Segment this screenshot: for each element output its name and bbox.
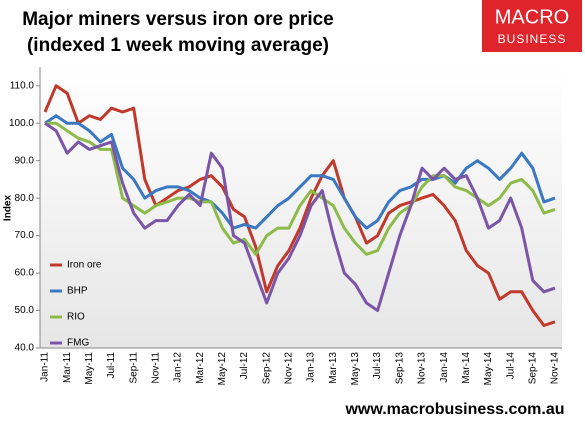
- x-tick-label: Nov-12: [284, 352, 295, 385]
- legend-label: BHP: [67, 286, 88, 297]
- logo-box: [482, 0, 582, 52]
- x-tick-label: Sep-11: [128, 352, 139, 384]
- legend-label: Iron ore: [67, 260, 102, 271]
- y-tick-label: 70.0: [15, 230, 35, 241]
- x-tick-label: Jan-12: [173, 352, 184, 383]
- x-tick-label: Jan-11: [40, 352, 51, 382]
- x-tick-label: Jul-14: [505, 352, 516, 380]
- x-tick-label: Jul-11: [106, 352, 117, 379]
- y-tick-label: 40.0: [15, 343, 35, 354]
- x-tick-label: May-12: [217, 352, 228, 386]
- x-tick-label: Mar-12: [195, 352, 206, 384]
- series-line: [44, 121, 556, 312]
- logo-text: MACRO: [495, 6, 569, 28]
- x-tick-label: Sep-14: [527, 352, 538, 385]
- y-tick-label: 100.0: [9, 118, 34, 129]
- series-line: [43, 84, 556, 327]
- x-tick-label: Jul-12: [239, 352, 250, 380]
- x-tick-label: Nov-14: [550, 352, 561, 385]
- x-tick-label: Mar-13: [328, 352, 339, 384]
- legend-label: RIO: [67, 312, 85, 323]
- x-tick-label: Mar-14: [461, 352, 472, 384]
- x-tick-label: Nov-11: [151, 352, 162, 384]
- y-tick-label: 60.0: [15, 268, 35, 279]
- y-tick-label: 80.0: [15, 193, 35, 204]
- legend-label: FMG: [67, 338, 89, 349]
- y-tick-label: 50.0: [15, 305, 35, 316]
- series-line: [44, 114, 556, 230]
- x-tick-label: May-13: [350, 352, 361, 386]
- x-tick-label: Sep-13: [394, 352, 405, 385]
- footer: www.macrobusiness.com.au: [344, 401, 564, 418]
- plot-area: [40, 67, 562, 348]
- y-tick-label: 90.0: [15, 155, 35, 166]
- x-tick-label: Nov-13: [417, 352, 428, 385]
- x-tick-label: Jul-13: [372, 352, 383, 380]
- x-tick-label: Jan-13: [306, 352, 317, 383]
- x-tick-label: May-11: [84, 352, 95, 385]
- logo-text: BUSINESS: [498, 32, 567, 46]
- y-tick-label: 110.0: [10, 80, 35, 91]
- y-axis-label: Index: [3, 195, 14, 222]
- x-tick-label: May-14: [483, 352, 494, 386]
- chart-title: Major miners versus iron ore price: [22, 9, 334, 30]
- x-tick-label: Sep-12: [261, 352, 272, 385]
- chart-subtitle: (indexed 1 week moving average): [27, 35, 329, 56]
- x-tick-label: Jan-14: [439, 352, 450, 383]
- x-tick-label: Mar-11: [62, 352, 73, 383]
